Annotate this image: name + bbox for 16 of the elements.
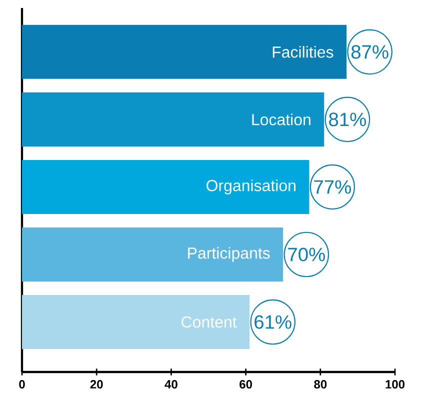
y-tick-label: Location <box>252 114 310 126</box>
data-label: 87% <box>351 45 388 59</box>
x-tick-label: 0 <box>19 380 25 389</box>
x-tick-label: 60 <box>240 380 252 389</box>
data-label: 77% <box>314 180 351 194</box>
y-tick-label: Content <box>182 316 237 328</box>
x-tick-label: 80 <box>314 380 327 389</box>
y-tick-label: Facilities <box>272 46 334 58</box>
y-tick-label: Organisation <box>206 180 296 194</box>
data-label: 81% <box>329 112 366 126</box>
x-tick-label: 100 <box>386 380 405 389</box>
data-label: 70% <box>288 248 325 262</box>
data-label: 61% <box>254 315 292 329</box>
y-tick-label: Participants <box>188 247 270 262</box>
x-tick-label: 20 <box>90 380 103 389</box>
x-tick-label: 40 <box>164 380 178 389</box>
